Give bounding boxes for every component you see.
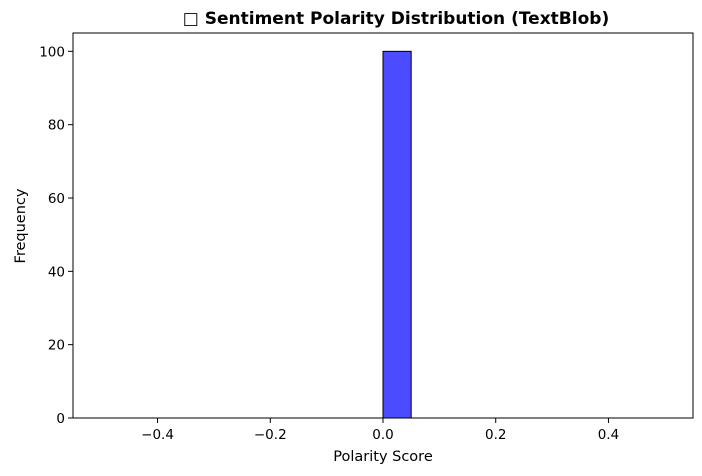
y-axis: 0 20 40 60 80 100	[39, 44, 73, 427]
y-tick-label: 0	[56, 411, 65, 427]
x-axis: −0.4 −0.2 0.0 0.2 0.4	[141, 418, 619, 443]
y-tick-label: 60	[48, 191, 65, 207]
y-tick-label: 40	[48, 264, 65, 280]
y-tick-label: 80	[48, 118, 65, 134]
y-axis-label: Frequency	[13, 188, 29, 263]
x-tick-label: 0.0	[372, 427, 393, 443]
chart-title: □ Sentiment Polarity Distribution (TextB…	[183, 9, 609, 29]
bars-group	[100, 50, 666, 419]
x-axis-label: Polarity Score	[333, 449, 433, 465]
x-tick-label: 0.4	[598, 427, 619, 443]
y-tick-label: 20	[48, 338, 65, 354]
x-tick-label: −0.2	[254, 427, 287, 443]
x-tick-label: 0.2	[485, 427, 506, 443]
histogram-bar-10	[382, 50, 412, 419]
x-tick-label: −0.4	[141, 427, 174, 443]
y-tick-label: 100	[39, 44, 65, 60]
